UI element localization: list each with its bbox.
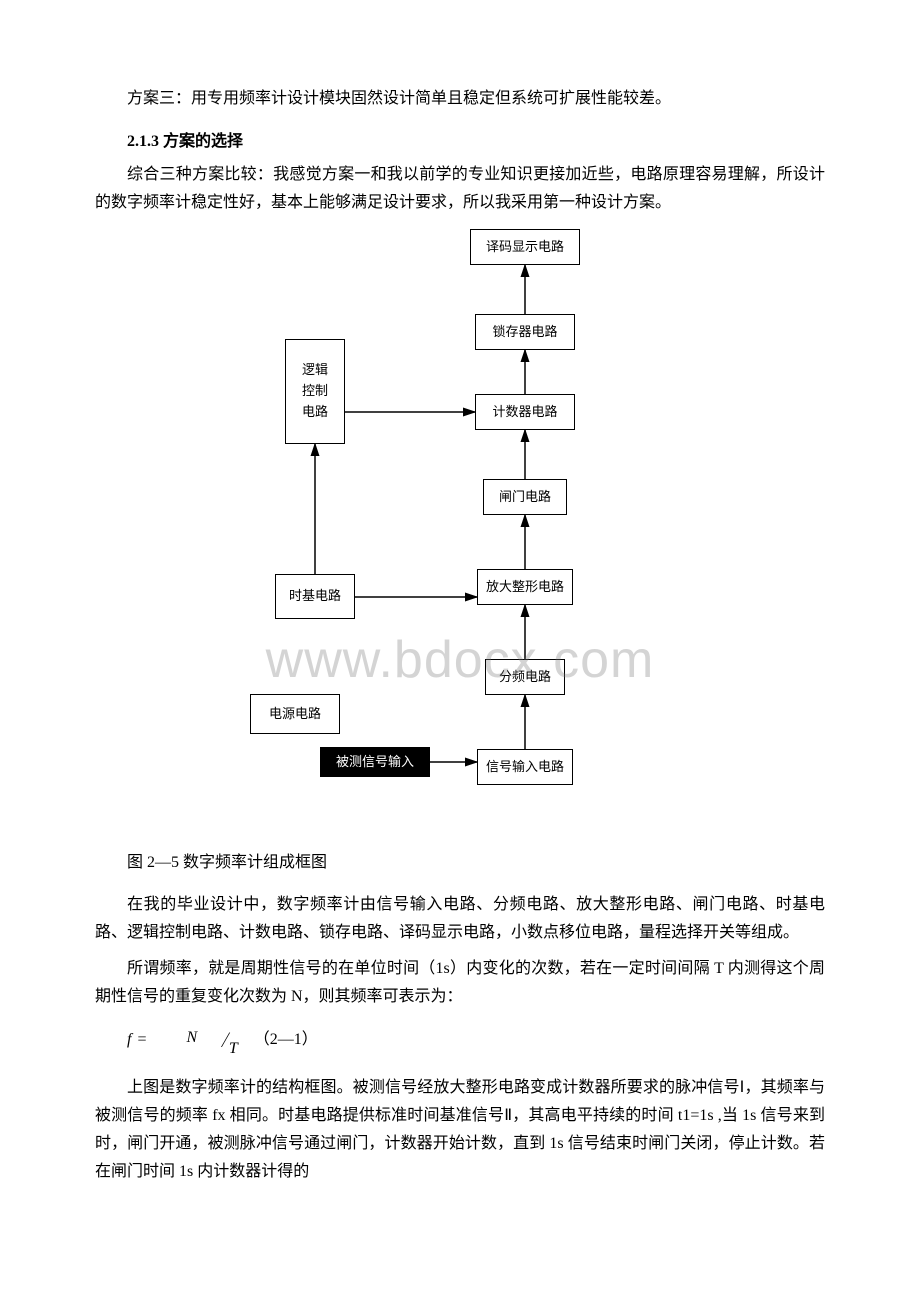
box-logic-control: 逻辑 控制 电路 xyxy=(285,339,345,444)
formula-2-1: f = N⁄T （2—1） xyxy=(95,1021,825,1060)
box-measured-input: 被测信号输入 xyxy=(320,747,430,777)
formula-slash: ⁄ xyxy=(199,1021,228,1060)
box-timebase: 时基电路 xyxy=(275,574,355,619)
box-decode-display: 译码显示电路 xyxy=(470,229,580,265)
box-latch: 锁存器电路 xyxy=(475,314,575,350)
formula-eq: = xyxy=(137,1031,146,1048)
paragraph-explanation: 上图是数字频率计的结构框图。被测信号经放大整形电路变成计数器所要求的脉冲信号Ⅰ，… xyxy=(95,1074,825,1186)
formula-numerator: N xyxy=(186,1029,197,1046)
formula-lhs: f xyxy=(127,1031,131,1048)
block-diagram: 译码显示电路 锁存器电路 计数器电路 闸门电路 放大整形电路 分频电路 信号输入… xyxy=(225,229,695,839)
box-power: 电源电路 xyxy=(250,694,340,734)
formula-label: （2—1） xyxy=(254,1031,318,1048)
paragraph-frequency-def: 所谓频率，就是周期性信号的在单位时间（1s）内变化的次数，若在一定时间间隔 T … xyxy=(95,955,825,1011)
paragraph-plan3: 方案三：用专用频率计设计模块固然设计简单且稳定但系统可扩展性能较差。 xyxy=(95,85,825,113)
heading-2-1-3: 2.1.3 方案的选择 xyxy=(95,127,825,151)
box-counter: 计数器电路 xyxy=(475,394,575,430)
box-divider: 分频电路 xyxy=(485,659,565,695)
figure-caption: 图 2—5 数字频率计组成框图 xyxy=(95,849,825,877)
diagram-arrows xyxy=(225,229,695,839)
box-signal-input: 信号输入电路 xyxy=(477,749,573,785)
formula-denominator: T xyxy=(229,1040,238,1057)
paragraph-composition: 在我的毕业设计中，数字频率计由信号输入电路、分频电路、放大整形电路、闸门电路、时… xyxy=(95,891,825,947)
box-amplifier: 放大整形电路 xyxy=(477,569,573,605)
box-gate: 闸门电路 xyxy=(483,479,567,515)
paragraph-compare: 综合三种方案比较：我感觉方案一和我以前学的专业知识更接加近些，电路原理容易理解，… xyxy=(95,161,825,217)
